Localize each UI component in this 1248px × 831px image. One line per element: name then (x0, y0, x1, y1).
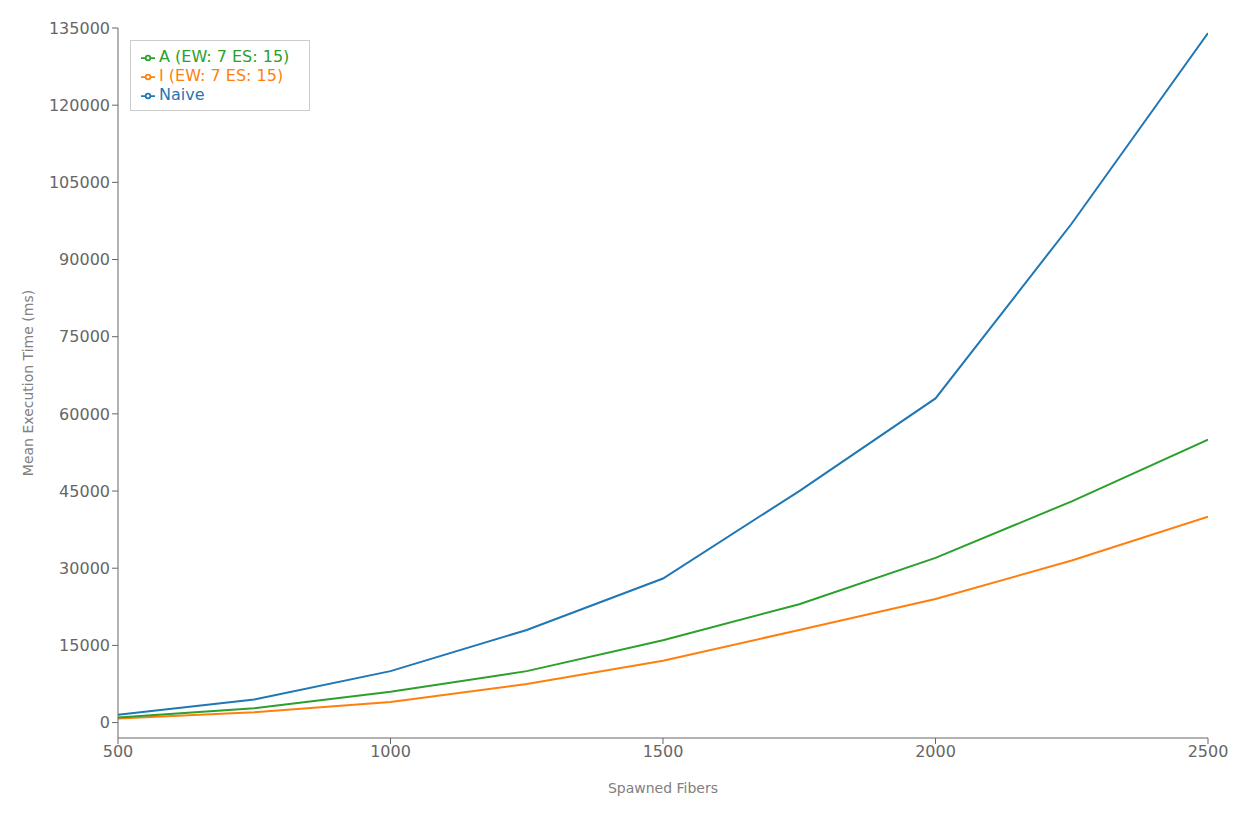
svg-text:1000: 1000 (370, 742, 411, 761)
html-text:Naive: Naive (159, 85, 205, 104)
svg-text:0: 0 (100, 713, 110, 732)
svg-text:500: 500 (103, 742, 134, 761)
svg-text:90000: 90000 (59, 250, 110, 269)
svg-text:75000: 75000 (59, 327, 110, 346)
svg-text:105000: 105000 (49, 173, 110, 192)
svg-text:1500: 1500 (643, 742, 684, 761)
html-text:A (EW: 7 ES: 15): A (EW: 7 ES: 15) (159, 47, 290, 66)
svg-text:Spawned Fibers: Spawned Fibers (608, 780, 718, 796)
svg-text:2000: 2000 (915, 742, 956, 761)
svg-text:30000: 30000 (59, 559, 110, 578)
svg-text:135000: 135000 (49, 19, 110, 38)
svg-text:120000: 120000 (49, 96, 110, 115)
svg-text:45000: 45000 (59, 482, 110, 501)
svg-text:15000: 15000 (59, 636, 110, 655)
html-text:I (EW: 7 ES: 15): I (EW: 7 ES: 15) (159, 66, 284, 85)
svg-text:60000: 60000 (59, 405, 110, 424)
svg-text:2500: 2500 (1188, 742, 1229, 761)
svg-text:Mean Execution Time (ms): Mean Execution Time (ms) (20, 290, 36, 476)
